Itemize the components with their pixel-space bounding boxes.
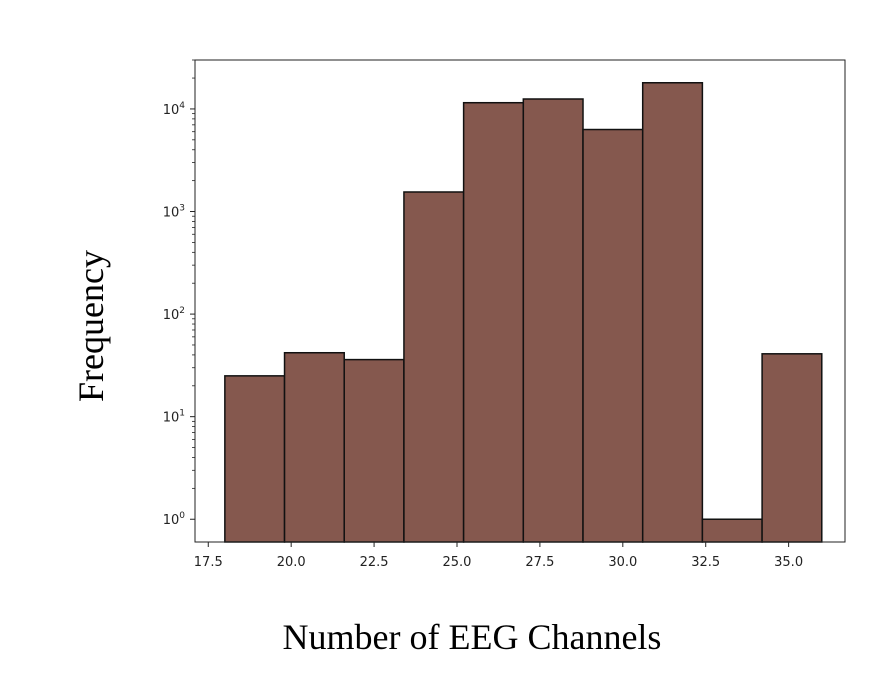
histogram-bar-3 [343, 358, 405, 543]
x-tick-label: 27.5 [525, 555, 554, 570]
x-tick-label: 30.0 [608, 555, 637, 570]
y-axis-title: Frequency [71, 250, 111, 402]
histogram-bar-9 [701, 518, 763, 543]
y-axis-ticks: 100 101 102 103 104 [163, 59, 195, 528]
histogram-bar-7 [582, 128, 644, 543]
histogram-bar-10 [761, 353, 823, 543]
histogram-bar-4 [403, 191, 465, 543]
y-tick-label: 103 [163, 204, 185, 221]
x-tick-label: 25.0 [443, 555, 472, 570]
histogram-bar-8 [641, 82, 704, 543]
histogram-bar-2 [283, 351, 345, 543]
y-tick-label: 102 [163, 306, 185, 323]
x-tick-label: 20.0 [277, 555, 306, 570]
y-tick-label: 100 [163, 511, 186, 528]
histogram-bar-6 [522, 98, 584, 543]
histogram-bar-1 [224, 375, 286, 543]
histogram-bar-5 [462, 101, 525, 543]
y-tick-label: 101 [163, 409, 185, 426]
histogram-bars [224, 82, 823, 543]
x-axis-ticks: 17.5 20.0 22.5 25.0 27.5 30.0 32.5 35.0 [194, 542, 803, 570]
plot-frame [194, 59, 846, 543]
x-tick-label: 17.5 [194, 555, 223, 570]
x-tick-label: 35.0 [774, 555, 803, 570]
x-tick-label: 22.5 [360, 555, 389, 570]
x-tick-label: 32.5 [691, 555, 720, 570]
x-axis-title: Number of EEG Channels [283, 617, 662, 657]
y-tick-label: 104 [163, 101, 186, 118]
